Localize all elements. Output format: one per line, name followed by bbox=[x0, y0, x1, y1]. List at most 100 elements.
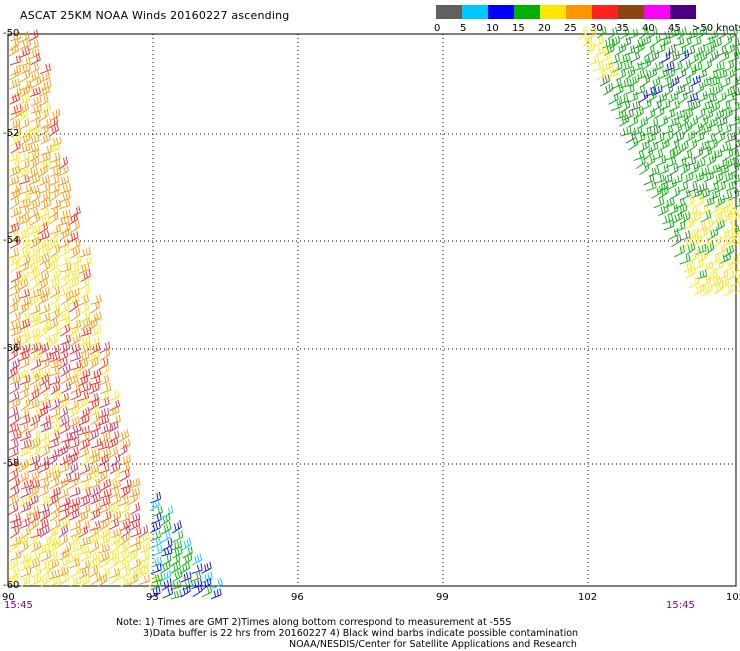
wind-barb bbox=[41, 537, 52, 547]
wind-barb bbox=[50, 407, 60, 418]
wind-barb bbox=[111, 494, 121, 505]
wind-barb bbox=[60, 324, 69, 336]
wind-barb bbox=[10, 55, 21, 64]
wind-barb bbox=[91, 438, 101, 448]
wind-barb bbox=[729, 116, 740, 126]
wind-barb bbox=[689, 53, 698, 65]
wind-barb bbox=[714, 109, 724, 121]
wind-barb bbox=[192, 554, 202, 565]
wind-barb bbox=[50, 109, 60, 121]
wind-barb bbox=[707, 154, 716, 167]
wind-barb bbox=[30, 373, 39, 385]
wind-barb bbox=[28, 535, 37, 547]
wind-barb bbox=[31, 343, 41, 354]
wind-barb bbox=[645, 44, 654, 56]
wind-barb bbox=[725, 132, 735, 143]
wind-barb bbox=[680, 254, 690, 264]
wind-barb bbox=[39, 324, 48, 337]
wind-barb bbox=[181, 572, 191, 582]
wind-barb bbox=[171, 561, 181, 573]
wind-barb bbox=[699, 167, 710, 177]
lon-label: 96 bbox=[291, 592, 304, 603]
wind-barb bbox=[41, 421, 51, 432]
wind-barb bbox=[10, 93, 20, 104]
wind-barb bbox=[69, 477, 79, 489]
wind-barb bbox=[100, 518, 110, 530]
wind-barb bbox=[68, 400, 78, 410]
wind-barb bbox=[8, 439, 18, 450]
wind-barb bbox=[28, 167, 38, 179]
lat-label: -60 bbox=[3, 580, 19, 591]
wind-barb bbox=[670, 139, 679, 152]
wind-barb bbox=[81, 257, 91, 267]
wind-barb bbox=[644, 174, 654, 185]
wind-barb bbox=[140, 542, 150, 553]
wind-barb bbox=[10, 260, 20, 272]
wind-barb bbox=[603, 38, 614, 48]
wind-barb bbox=[100, 342, 110, 353]
wind-barb bbox=[709, 254, 719, 264]
wind-barb bbox=[721, 124, 731, 135]
wind-barb bbox=[70, 320, 81, 329]
wind-barb bbox=[701, 236, 711, 246]
wind-barb bbox=[709, 203, 719, 214]
wind-barb bbox=[110, 415, 121, 425]
wind-barb bbox=[658, 164, 668, 175]
wind-barb bbox=[100, 383, 110, 394]
wind-barb bbox=[600, 74, 610, 86]
wind-barb bbox=[89, 448, 99, 458]
colorbar-label: 20 bbox=[538, 23, 551, 34]
wind-barb bbox=[632, 62, 643, 72]
wind-barb bbox=[686, 266, 695, 279]
wind-barb bbox=[693, 172, 703, 182]
wind-barb bbox=[120, 549, 129, 562]
wind-barb bbox=[38, 406, 48, 418]
wind-barb bbox=[9, 69, 19, 80]
wind-barb bbox=[680, 190, 690, 200]
wind-barb bbox=[638, 116, 648, 128]
wind-barb bbox=[664, 219, 674, 230]
wind-barb bbox=[98, 470, 107, 483]
wind-barb bbox=[21, 133, 30, 145]
wind-barb bbox=[708, 117, 718, 128]
wind-barb bbox=[70, 220, 79, 233]
wind-barb bbox=[652, 85, 662, 96]
colorbar-swatch bbox=[514, 5, 540, 19]
wind-barb bbox=[661, 36, 671, 47]
colorbar-swatch bbox=[644, 5, 670, 19]
time-label-left: 15:45 bbox=[4, 600, 33, 611]
wind-barb bbox=[40, 160, 50, 170]
wind-barb bbox=[672, 174, 683, 184]
wind-barb bbox=[39, 303, 49, 314]
wind-barb bbox=[696, 244, 706, 255]
wind-barb bbox=[710, 164, 720, 174]
wind-barb bbox=[664, 198, 674, 208]
wind-barb bbox=[120, 567, 130, 578]
wind-barb bbox=[40, 374, 49, 386]
wind-barb bbox=[101, 511, 111, 522]
wind-barb bbox=[682, 150, 692, 160]
colorbar-label: 15 bbox=[512, 23, 525, 34]
wind-barb bbox=[729, 163, 738, 176]
lat-label: -58 bbox=[3, 458, 19, 469]
note-line-1: Note: 1) Times are GMT 2)Times along bot… bbox=[116, 617, 511, 629]
wind-barb bbox=[669, 100, 679, 111]
wind-barb bbox=[681, 238, 691, 249]
wind-barb bbox=[50, 224, 61, 234]
wind-barb bbox=[729, 228, 739, 238]
wind-barb bbox=[50, 309, 59, 322]
wind-barb bbox=[91, 509, 101, 521]
wind-barb bbox=[30, 304, 40, 315]
wind-barb bbox=[726, 181, 736, 191]
wind-barb bbox=[596, 45, 606, 55]
wind-barb bbox=[734, 197, 740, 209]
wind-barb bbox=[101, 348, 110, 361]
wind-barb bbox=[31, 53, 41, 64]
wind-barb bbox=[70, 487, 81, 496]
wind-barb bbox=[20, 184, 31, 193]
wind-barb bbox=[30, 156, 39, 169]
wind-barb bbox=[19, 408, 29, 419]
wind-barb bbox=[653, 60, 663, 71]
